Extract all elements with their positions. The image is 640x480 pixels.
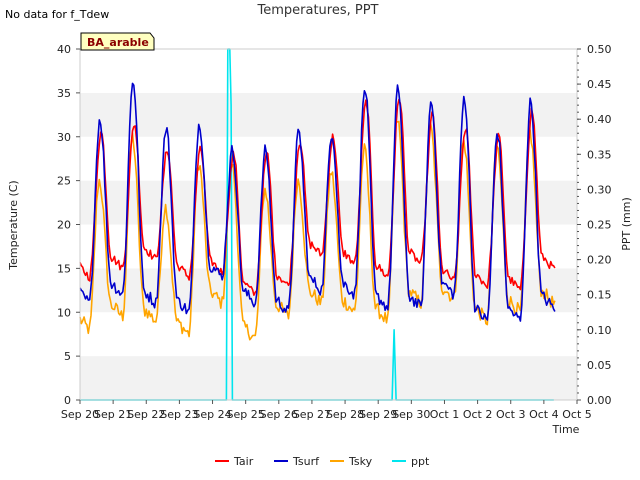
grid-band (80, 224, 577, 269)
y-tick-label: 15 (57, 262, 71, 275)
x-tick-label: Sep 29 (359, 408, 397, 421)
legend: Tair Tsurf Tsky ppt (215, 455, 430, 468)
x-tick-label: Oct 5 (562, 408, 592, 421)
grid-band (80, 268, 577, 313)
y-tick-label: 20 (57, 219, 71, 232)
x-tick-label: Sep 21 (94, 408, 132, 421)
y2-tick-label: 0.30 (587, 183, 612, 196)
x-axis-label: Time (552, 423, 580, 436)
grid-band (80, 312, 577, 357)
tsky-line (79, 120, 556, 341)
y-tick-label: 10 (57, 306, 71, 319)
y2-tick-label: 0.15 (587, 289, 612, 302)
y-tick-label: 0 (64, 394, 71, 407)
y2-tick-label: 0.50 (587, 43, 612, 56)
x-tick-label: Oct 4 (529, 408, 559, 421)
legend-label-tsky: Tsky (348, 455, 373, 468)
x-tick-label: Sep 27 (293, 408, 331, 421)
y-tick-label: 25 (57, 175, 71, 188)
x-tick-label: Sep 23 (160, 408, 198, 421)
x-tick-label: Oct 2 (463, 408, 493, 421)
no-data-note: No data for f_Tdew (5, 8, 109, 21)
x-tick-label: Oct 3 (496, 408, 526, 421)
x-tick-label: Sep 28 (326, 408, 364, 421)
tsurf-line (79, 82, 556, 322)
y2-tick-label: 0.00 (587, 394, 612, 407)
y2-tick-label: 0.40 (587, 113, 612, 126)
legend-label-ppt: ppt (411, 455, 430, 468)
legend-label-tair: Tair (233, 455, 254, 468)
site-label: BA_arable (87, 36, 149, 49)
y-axis-left-label: Temperature (C) (7, 180, 20, 270)
y-tick-label: 5 (64, 350, 71, 363)
y-tick-label: 30 (57, 131, 71, 144)
series-lines (79, 48, 556, 401)
x-tick-label: Sep 30 (392, 408, 430, 421)
y2-tick-label: 0.45 (587, 78, 612, 91)
y-tick-label: 40 (57, 43, 71, 56)
y-axis-left-ticks: 0 5 10 15 20 25 30 35 40 (57, 43, 80, 407)
chart-title: Temperatures, PPT (256, 3, 378, 18)
site-label-box: BA_arable (80, 32, 155, 51)
y-axis-right-label: PPT (mm) (620, 197, 633, 251)
x-tick-label: Sep 24 (193, 408, 231, 421)
x-tick-label: Sep 20 (61, 408, 99, 421)
y-axis-right-ticks: 0.00 0.05 0.10 0.15 0.20 0.25 0.30 0.35 0.40 0.45… (577, 43, 612, 407)
x-tick-label: Sep 22 (127, 408, 165, 421)
y-tick-label: 35 (57, 87, 71, 100)
y2-tick-label: 0.05 (587, 359, 612, 372)
y2-tick-label: 0.10 (587, 324, 612, 337)
grid-band (80, 49, 577, 93)
x-tick-label: Oct 1 (430, 408, 460, 421)
legend-label-tsurf: Tsurf (292, 455, 320, 468)
grid-band (80, 356, 577, 400)
x-tick-label: Sep 25 (227, 408, 265, 421)
y2-tick-label: 0.20 (587, 254, 612, 267)
y2-tick-label: 0.35 (587, 148, 612, 161)
y2-tick-label: 0.25 (587, 219, 612, 232)
x-tick-label: Sep 26 (260, 408, 298, 421)
grid-band (80, 92, 577, 137)
